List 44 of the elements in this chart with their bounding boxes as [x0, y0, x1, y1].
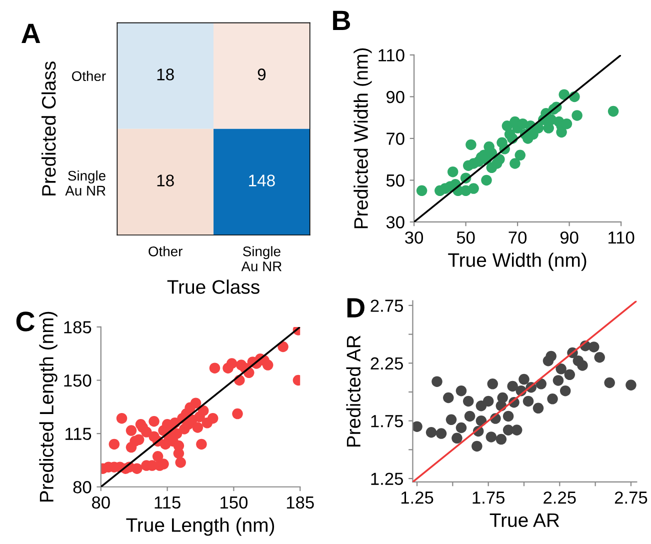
y-axis-title: Predicted AR — [346, 336, 361, 447]
x-tick-label: 90 — [560, 231, 578, 244]
y-axis-title: Predicted Length (nm) — [39, 312, 58, 502]
chart-title: A — [22, 24, 40, 43]
chart-title: B — [333, 10, 350, 30]
y-tick-label: 150 — [64, 374, 92, 387]
x-tick-label: 2.75 — [614, 491, 648, 504]
x-tick-label: 2.25 — [544, 491, 576, 504]
x-tick-label: 50 — [456, 231, 475, 244]
y-axis-title: Predicted Width (nm) — [354, 48, 372, 228]
x-tick-label: 70 — [508, 231, 527, 244]
y-tick-label: 30 — [386, 216, 404, 228]
data-label: 18 — [157, 68, 174, 80]
y-tick-label: 2.75 — [370, 300, 403, 312]
x-tick-label: 115 — [154, 496, 180, 509]
y-tick-label: 50 — [386, 174, 404, 187]
y-tick-label: 115 — [66, 428, 92, 440]
chart-title: C — [16, 312, 35, 332]
y-tick-label: 80 — [73, 481, 92, 494]
x-axis-title: True Class — [167, 280, 260, 294]
y-tick-label: 90 — [386, 90, 404, 104]
x-axis-title: True Width (nm) — [448, 252, 586, 271]
y-tick-label: 70 — [386, 132, 404, 145]
y-tick-label: 110 — [378, 49, 404, 62]
x-axis-title: True Length (nm) — [126, 518, 274, 536]
y-tick-label: Single Au NR — [65, 170, 106, 196]
x-tick-label: 1.75 — [472, 492, 504, 504]
data-label: 9 — [258, 68, 266, 80]
y-tick-label: 185 — [64, 321, 92, 334]
y-tick-label: 2.25 — [370, 357, 403, 370]
y-axis-title: Predicted Class — [41, 62, 56, 196]
y-tick-label: 1.25 — [371, 472, 403, 485]
data-label: 148 — [249, 174, 275, 186]
x-tick-label: 110 — [608, 231, 634, 244]
x-tick-label: 150 — [220, 496, 248, 509]
y-tick-label: 1.75 — [371, 415, 403, 428]
x-tick-label: 30 — [405, 231, 424, 244]
x-axis-title: True AR — [490, 513, 560, 528]
chart-title: D — [347, 298, 364, 318]
data-label: 18 — [157, 174, 174, 186]
x-tick-label: 1.25 — [401, 491, 434, 504]
y-tick-label: Other — [72, 70, 106, 82]
x-tick-label: Single Au NR — [241, 246, 282, 272]
x-tick-label: 185 — [286, 496, 314, 509]
